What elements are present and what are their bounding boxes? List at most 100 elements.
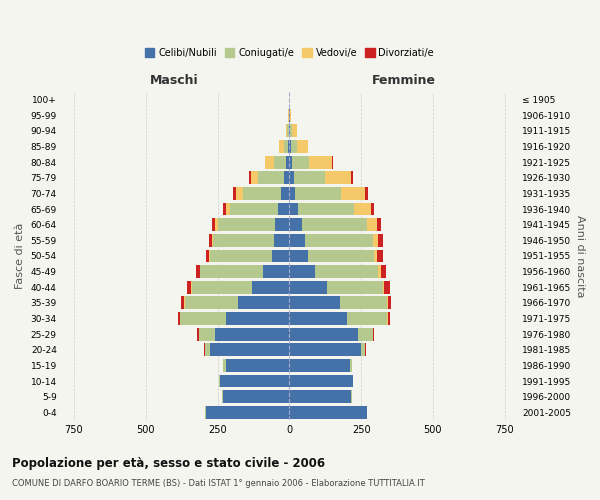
Bar [289, 390, 351, 403]
Bar [341, 187, 365, 200]
Bar [281, 187, 289, 200]
Bar [289, 281, 326, 293]
Bar [230, 202, 278, 215]
Bar [181, 296, 184, 310]
Bar [209, 234, 212, 246]
Bar [302, 218, 367, 231]
Bar [275, 218, 289, 231]
Bar [289, 359, 350, 372]
Text: Femmine: Femmine [372, 74, 436, 87]
Bar [200, 265, 263, 278]
Bar [178, 312, 180, 325]
Bar [379, 234, 383, 246]
Bar [350, 359, 352, 372]
Bar [367, 218, 377, 231]
Bar [206, 406, 289, 418]
Text: Popolazione per età, sesso e stato civile - 2006: Popolazione per età, sesso e stato civil… [12, 458, 325, 470]
Bar [380, 265, 386, 278]
Bar [215, 328, 289, 340]
Bar [251, 172, 258, 184]
Bar [223, 359, 226, 372]
Bar [286, 124, 287, 137]
Bar [293, 172, 325, 184]
Bar [196, 265, 200, 278]
Bar [223, 390, 289, 403]
Bar [272, 250, 289, 262]
Bar [220, 374, 289, 388]
Bar [180, 312, 226, 325]
Bar [289, 156, 292, 168]
Bar [206, 250, 209, 262]
Bar [289, 312, 347, 325]
Bar [249, 172, 251, 184]
Bar [388, 312, 391, 325]
Bar [326, 281, 383, 293]
Bar [289, 344, 361, 356]
Bar [185, 296, 238, 310]
Bar [361, 344, 365, 356]
Bar [289, 172, 293, 184]
Bar [292, 156, 310, 168]
Bar [197, 328, 199, 340]
Bar [218, 218, 275, 231]
Bar [274, 156, 286, 168]
Bar [347, 312, 387, 325]
Bar [212, 234, 213, 246]
Bar [213, 234, 274, 246]
Bar [233, 187, 236, 200]
Bar [289, 140, 291, 153]
Bar [379, 265, 380, 278]
Bar [244, 187, 281, 200]
Legend: Celibi/Nubili, Coniugati/e, Vedovi/e, Divorziati/e: Celibi/Nubili, Coniugati/e, Vedovi/e, Di… [140, 44, 438, 62]
Bar [371, 202, 374, 215]
Bar [295, 187, 341, 200]
Bar [211, 344, 289, 356]
Bar [289, 202, 298, 215]
Bar [226, 202, 230, 215]
Bar [290, 124, 292, 137]
Bar [263, 265, 289, 278]
Bar [289, 328, 358, 340]
Bar [305, 234, 373, 246]
Bar [289, 250, 308, 262]
Text: COMUNE DI DARFO BOARIO TERME (BS) - Dati ISTAT 1° gennaio 2006 - Elaborazione TU: COMUNE DI DARFO BOARIO TERME (BS) - Dati… [12, 479, 425, 488]
Bar [373, 234, 379, 246]
Bar [358, 328, 373, 340]
Bar [288, 140, 289, 153]
Bar [258, 172, 284, 184]
Bar [238, 296, 289, 310]
Bar [291, 140, 296, 153]
Bar [289, 234, 305, 246]
Bar [205, 344, 211, 356]
Bar [374, 250, 377, 262]
Bar [223, 202, 226, 215]
Bar [289, 296, 340, 310]
Bar [296, 140, 308, 153]
Bar [373, 328, 374, 340]
Bar [377, 250, 383, 262]
Bar [236, 187, 244, 200]
Bar [199, 328, 215, 340]
Bar [187, 281, 191, 293]
Bar [274, 234, 289, 246]
Bar [351, 172, 353, 184]
Bar [325, 172, 351, 184]
Bar [290, 109, 291, 122]
Bar [292, 124, 296, 137]
Bar [365, 187, 368, 200]
Y-axis label: Fasce di età: Fasce di età [15, 223, 25, 289]
Text: Maschi: Maschi [150, 74, 199, 87]
Bar [298, 202, 354, 215]
Bar [289, 406, 367, 418]
Bar [315, 265, 379, 278]
Bar [284, 140, 288, 153]
Bar [252, 281, 289, 293]
Bar [377, 218, 381, 231]
Bar [211, 250, 272, 262]
Bar [384, 281, 390, 293]
Bar [191, 281, 252, 293]
Y-axis label: Anni di nascita: Anni di nascita [575, 214, 585, 297]
Bar [340, 296, 387, 310]
Bar [289, 265, 315, 278]
Bar [226, 312, 289, 325]
